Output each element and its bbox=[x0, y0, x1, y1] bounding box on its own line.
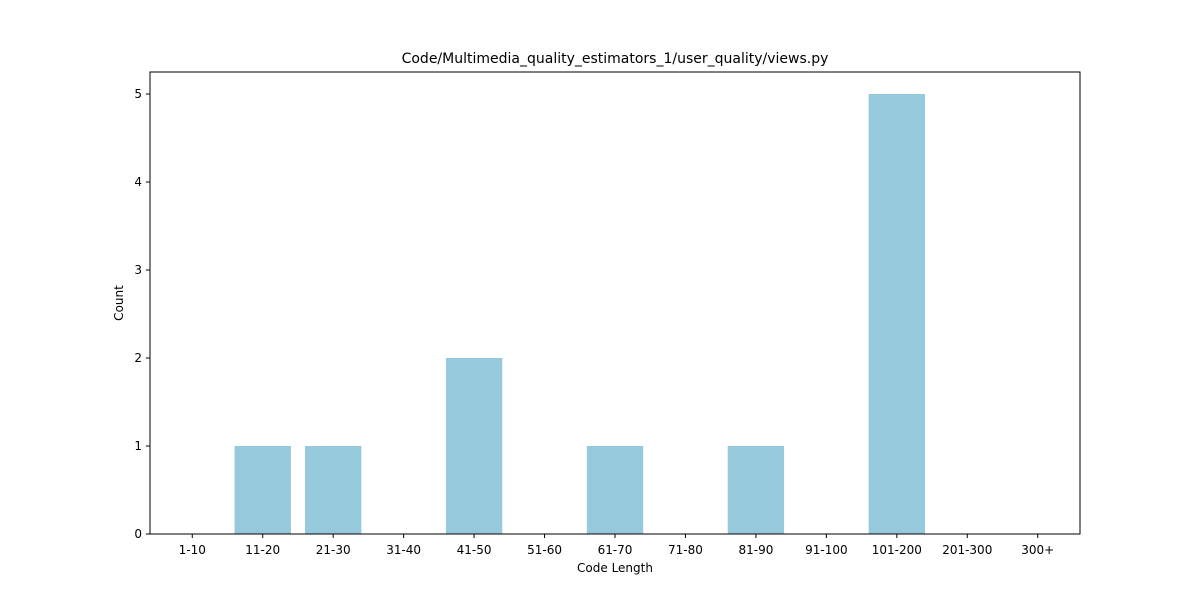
y-tick-label: 0 bbox=[134, 527, 142, 541]
bar-11-20 bbox=[234, 446, 291, 534]
y-axis: 0 1 2 3 4 5 bbox=[134, 87, 150, 541]
chart-title: Code/Multimedia_quality_estimators_1/use… bbox=[402, 51, 829, 67]
x-axis: 1-10 11-20 21-30 31-40 41-50 51-60 61-70 71-80 8… bbox=[179, 534, 1054, 557]
bar-81-90 bbox=[727, 446, 785, 534]
y-tick-label: 1 bbox=[134, 439, 142, 453]
x-tick-label: 11-20 bbox=[245, 543, 280, 557]
y-tick-label: 2 bbox=[134, 351, 142, 365]
x-tick-label: 1-10 bbox=[179, 543, 206, 557]
x-tick-label: 101-200 bbox=[872, 543, 922, 557]
x-tick-label: 21-30 bbox=[316, 543, 351, 557]
x-tick-label: 81-90 bbox=[738, 543, 773, 557]
bar-101-200 bbox=[868, 94, 925, 534]
x-tick-label: 61-70 bbox=[598, 543, 633, 557]
y-tick-label: 4 bbox=[134, 175, 142, 189]
x-axis-label: Code Length bbox=[577, 561, 653, 575]
y-tick-label: 5 bbox=[134, 87, 142, 101]
x-tick-label: 91-100 bbox=[805, 543, 848, 557]
bars-group bbox=[234, 94, 925, 534]
bar-21-30 bbox=[305, 446, 362, 534]
x-tick-label: 71-80 bbox=[668, 543, 703, 557]
bar-41-50 bbox=[445, 358, 503, 534]
x-tick-label: 300+ bbox=[1021, 543, 1054, 557]
x-tick-label: 51-60 bbox=[527, 543, 562, 557]
y-axis-label: Count bbox=[112, 285, 126, 321]
y-tick-label: 3 bbox=[134, 263, 142, 277]
x-tick-label: 31-40 bbox=[386, 543, 421, 557]
bar-61-70 bbox=[586, 446, 644, 534]
x-tick-label: 201-300 bbox=[942, 543, 992, 557]
plot-frame bbox=[149, 71, 1081, 535]
x-tick-label: 41-50 bbox=[457, 543, 492, 557]
